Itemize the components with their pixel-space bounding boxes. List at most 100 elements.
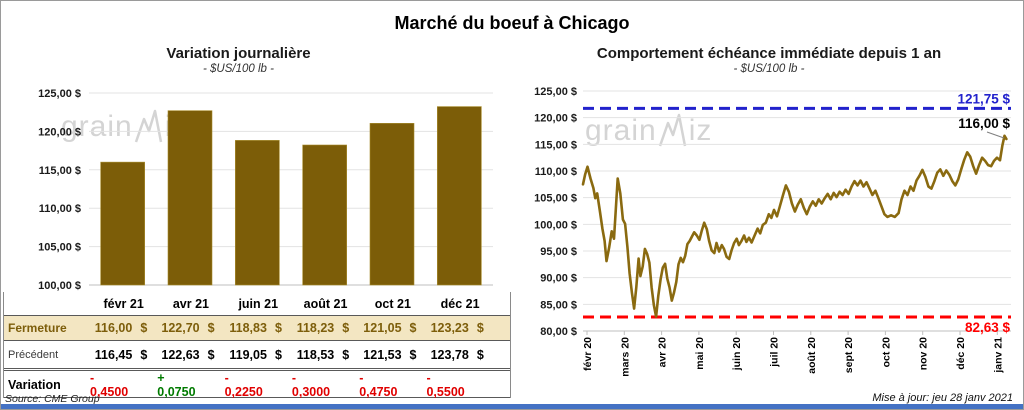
price-line	[581, 134, 1008, 318]
bar	[167, 110, 213, 286]
variation-cell: - 0,5500	[426, 371, 465, 399]
y-tick-label: 105,00 $	[534, 193, 577, 205]
table-row-precedent: Précédent 116,45 $122,63 $119,05 $118,53 $121…	[4, 341, 510, 371]
value-cell: 118,53 $	[292, 348, 359, 362]
x-tick-label: août 20	[806, 337, 818, 374]
y-tick-label: 120,00 $	[534, 113, 577, 125]
row-label-cell: Précédent	[8, 348, 59, 361]
y-tick-label: 115,00 $	[39, 165, 81, 177]
bar	[100, 161, 145, 286]
month-header-cell: juin 21	[238, 296, 279, 311]
month-header-cell: avr 21	[172, 296, 210, 311]
value-cell: 121,53 $	[359, 348, 426, 362]
x-tick-label: janv 21	[992, 337, 1004, 374]
y-tick-label: 80,00 $	[540, 326, 577, 338]
y-tick-label: 85,00 $	[540, 299, 577, 311]
bar	[235, 140, 280, 286]
x-tick-label: juin 20	[731, 337, 743, 371]
x-tick-label: oct 20	[880, 337, 892, 368]
bar	[369, 123, 415, 286]
y-tick-label: 125,00 $	[534, 86, 577, 98]
currency-symbol: $	[207, 347, 215, 362]
currency-symbol: $	[140, 347, 148, 362]
x-tick-label: mars 20	[619, 337, 631, 377]
currency-symbol: $	[342, 321, 350, 335]
value-cell: 123,23 $	[426, 321, 493, 335]
variation-cell: - 0,2250	[224, 371, 263, 399]
bar-chart-subtitle: - $US/100 lb -	[203, 63, 274, 75]
variation-cell: - 0,4500	[90, 371, 129, 399]
price-value: 122,63	[161, 347, 200, 362]
price-value: 118,23	[296, 321, 335, 335]
bar-chart: 100,00 $ 105,00 $ 110,00 $ 115,00 $ 120,00 $…	[38, 88, 493, 292]
currency-symbol: $	[476, 321, 484, 335]
value-cell: 119,05 $	[225, 348, 292, 362]
price-value: 118,53	[296, 347, 335, 362]
value-cell: 121,05 $	[359, 321, 426, 335]
watermark-grainwiz: grain iz	[585, 113, 712, 149]
price-value: 116,00	[94, 321, 133, 335]
month-header-cell: déc 21	[440, 296, 480, 311]
y-tick-label: 125,00 $	[38, 88, 81, 100]
y-tick-label: 95,00 $	[540, 246, 577, 258]
page-title: Marché du boeuf à Chicago	[394, 13, 630, 33]
value-cell: 116,00 $	[90, 321, 157, 335]
x-tick-label: sept 20	[843, 337, 855, 373]
price-value: 118,83	[229, 321, 267, 335]
value-cell: 123,78 $	[426, 348, 493, 362]
price-value: 121,05	[363, 321, 402, 335]
x-tick-label: avr 20	[657, 337, 669, 368]
zigzag-logo-icon	[658, 113, 686, 147]
value-cell: 118,23 $	[292, 321, 359, 335]
watermark-text: grain	[585, 114, 657, 147]
variation-cell: + 0,0750	[157, 371, 196, 399]
y-tick-label: 115,00 $	[535, 139, 577, 151]
ref-label-low: 82,63 $	[965, 320, 1011, 335]
row-label-cell: Variation	[8, 378, 61, 392]
ref-label-high: 121,75 $	[957, 91, 1010, 106]
currency-symbol: $	[409, 347, 417, 362]
bar-chart-title: Variation journalière	[166, 45, 311, 62]
price-value: 123,23	[430, 321, 469, 335]
y-tick-label: 105,00 $	[38, 242, 81, 254]
variation-cell: - 0,4750	[359, 371, 398, 399]
price-value: 119,05	[229, 347, 267, 362]
price-value: 121,53	[363, 347, 402, 362]
last-price-label: 116,00 $	[958, 116, 1010, 131]
variation-cell: - 0,3000	[291, 371, 331, 399]
watermark-text: iz	[688, 114, 713, 147]
currency-symbol: $	[274, 321, 282, 335]
row-label-cell: Fermeture	[8, 321, 67, 335]
value-cell: 118,83 $	[225, 321, 292, 335]
currency-symbol: $	[140, 321, 148, 335]
line-chart-title: Comportement échéance immédiate depuis 1…	[596, 45, 942, 62]
watermark-text: grain	[61, 110, 133, 143]
x-tick-label: déc 20	[955, 337, 967, 370]
currency-symbol: $	[476, 347, 484, 362]
y-tick-label: 110,00 $	[39, 203, 81, 215]
bar	[437, 106, 482, 286]
price-value: 122,70	[161, 321, 200, 335]
line-chart: 80,00 $ 85,00 $ 90,00 $ 95,00 $ 100,00 $ 105,…	[534, 86, 1011, 377]
x-tick-label: juil 20	[769, 337, 781, 368]
bar	[302, 144, 347, 286]
value-cell: 122,70 $	[157, 321, 224, 335]
x-tick-label: nov 20	[918, 337, 930, 370]
value-cell: 122,63 $	[157, 348, 224, 362]
y-tick-label: 100,00 $	[534, 219, 577, 231]
month-header-cell: févr 21	[103, 296, 144, 311]
bottom-bar	[1, 404, 1023, 409]
y-tick-label: 120,00 $	[38, 126, 81, 138]
x-tick-label: févr 20	[582, 337, 594, 371]
update-note: Mise à jour: jeu 28 janv 2021	[872, 392, 1013, 404]
y-tick-label: 100,00 $	[38, 280, 81, 292]
y-tick-label: 90,00 $	[540, 273, 577, 285]
price-value: 116,45	[94, 347, 133, 362]
leader-line	[986, 131, 1005, 139]
currency-symbol: $	[274, 347, 282, 362]
line-chart-subtitle: - $US/100 lb -	[733, 63, 805, 75]
table-row-fermeture: Fermeture 116,00 $122,70 $118,83 $118,23 $121…	[4, 316, 510, 341]
month-header-cell: août 21	[303, 296, 348, 311]
table-header-row: févr 21 avr 21 juin 21 août 21 oct 21 déc 21	[4, 292, 510, 316]
